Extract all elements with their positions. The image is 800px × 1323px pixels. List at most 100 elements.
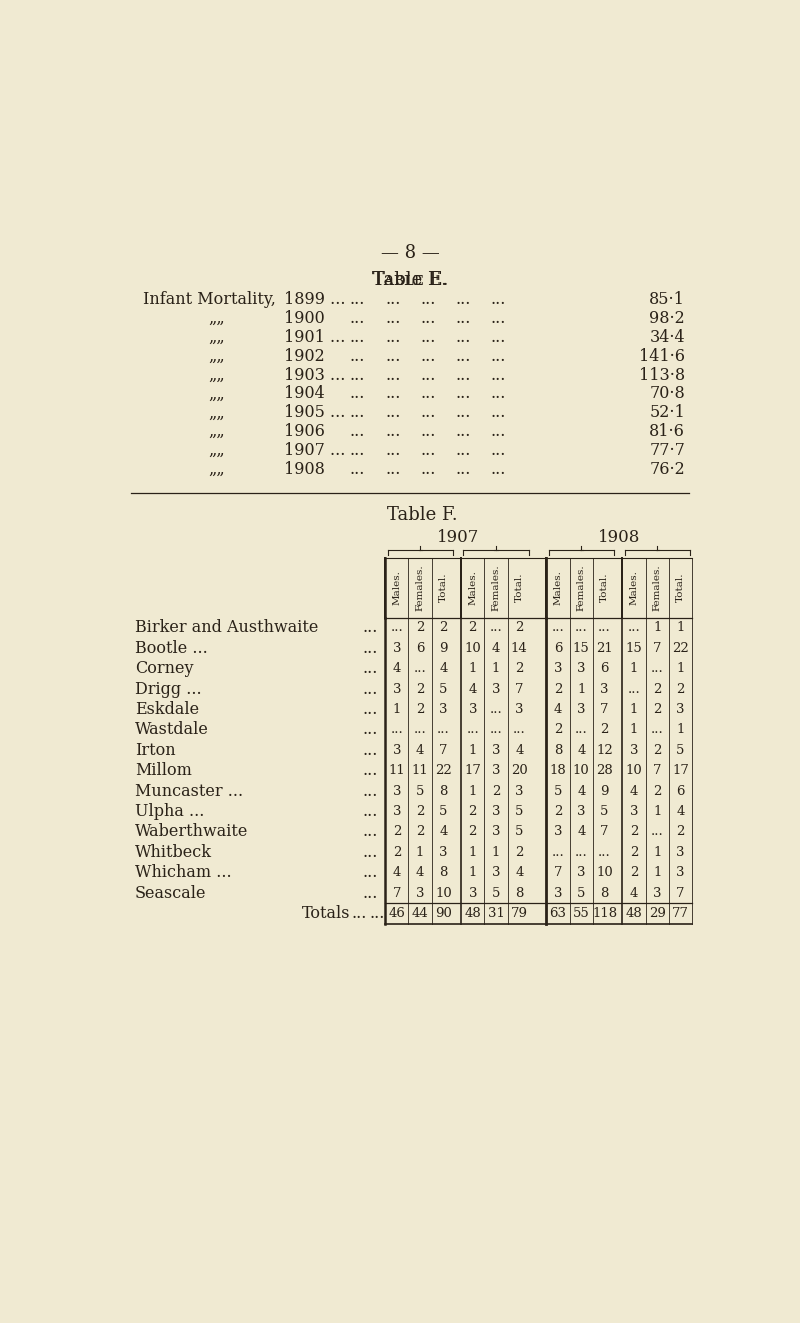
Text: ...: ... [455,442,470,459]
Text: 1: 1 [630,663,638,675]
Text: „„: „„ [208,460,225,478]
Text: 20: 20 [511,765,528,777]
Text: 4: 4 [416,744,424,757]
Text: 6: 6 [416,642,424,655]
Text: 4: 4 [515,867,523,880]
Text: ...: ... [455,405,470,421]
Text: 7: 7 [600,826,609,839]
Text: ...: ... [362,803,378,820]
Text: 3: 3 [416,886,424,900]
Text: 98·2: 98·2 [650,310,685,327]
Text: 8: 8 [515,886,523,900]
Text: 3: 3 [577,663,586,675]
Text: ...: ... [575,845,588,859]
Text: Tᴀʙʟᴇ E.: Tᴀʙʟᴇ E. [372,271,448,290]
Text: Whicham ...: Whicham ... [135,864,231,881]
Text: 8: 8 [600,886,609,900]
Text: ...: ... [350,310,365,327]
Text: 141·6: 141·6 [639,348,685,365]
Text: 15: 15 [626,642,642,655]
Text: ...: ... [490,291,506,308]
Text: ...: ... [421,423,436,441]
Text: 2: 2 [653,683,662,696]
Text: 2: 2 [469,804,477,818]
Text: ...: ... [386,348,401,365]
Text: 8: 8 [439,785,447,798]
Text: 11: 11 [412,765,429,777]
Text: 3: 3 [469,703,477,716]
Text: 7: 7 [439,744,447,757]
Text: ...: ... [455,423,470,441]
Text: ...: ... [362,701,378,718]
Text: „„: „„ [208,423,225,441]
Text: — 8 —: — 8 — [381,243,439,262]
Text: Waberthwaite: Waberthwaite [135,823,248,840]
Text: 22: 22 [435,765,452,777]
Text: 4: 4 [515,744,523,757]
Text: 1: 1 [653,845,662,859]
Text: ...: ... [421,442,436,459]
Text: 15: 15 [573,642,590,655]
Text: 28: 28 [596,765,613,777]
Text: ...: ... [455,385,470,402]
Text: 10: 10 [596,867,613,880]
Text: 44: 44 [412,908,429,919]
Text: ...: ... [490,348,506,365]
Text: ...: ... [490,442,506,459]
Text: ...: ... [362,721,378,738]
Text: 1906: 1906 [285,423,326,441]
Text: Seascale: Seascale [135,885,206,902]
Text: ...: ... [414,724,426,737]
Text: Total.: Total. [676,573,685,602]
Text: 3: 3 [515,785,523,798]
Text: 81·6: 81·6 [650,423,685,441]
Text: Muncaster ...: Muncaster ... [135,783,243,799]
Text: 77: 77 [672,908,689,919]
Text: 1: 1 [492,845,500,859]
Text: ...: ... [455,310,470,327]
Text: 5: 5 [515,826,523,839]
Text: 1: 1 [630,724,638,737]
Text: 4: 4 [676,804,685,818]
Text: 5: 5 [676,744,685,757]
Text: Females.: Females. [415,565,425,611]
Text: ...: ... [350,460,365,478]
Text: 5: 5 [416,785,424,798]
Text: 2: 2 [600,724,609,737]
Text: 3: 3 [439,845,447,859]
Text: „„: „„ [208,366,225,384]
Text: ...: ... [490,385,506,402]
Text: 10: 10 [435,886,452,900]
Text: ...: ... [490,329,506,345]
Text: ...: ... [350,385,365,402]
Text: ...: ... [350,442,365,459]
Text: ...: ... [352,905,367,922]
Text: 3: 3 [554,886,562,900]
Text: ...: ... [598,622,611,635]
Text: 90: 90 [435,908,452,919]
Text: ...: ... [421,405,436,421]
Text: 2: 2 [515,663,523,675]
Text: 2: 2 [393,826,401,839]
Text: Total.: Total. [439,573,448,602]
Text: 3: 3 [492,683,500,696]
Text: 3: 3 [393,642,401,655]
Text: ...: ... [421,291,436,308]
Text: ...: ... [350,329,365,345]
Text: 1902: 1902 [285,348,326,365]
Text: 113·8: 113·8 [639,366,685,384]
Text: 22: 22 [672,642,689,655]
Text: 3: 3 [630,744,638,757]
Text: ...: ... [386,366,401,384]
Text: 3: 3 [600,683,609,696]
Text: 3: 3 [676,703,685,716]
Text: Wastdale: Wastdale [135,721,209,738]
Text: ...: ... [628,683,640,696]
Text: ...: ... [421,460,436,478]
Text: ...: ... [370,905,385,922]
Text: Total.: Total. [514,573,524,602]
Text: 2: 2 [439,622,447,635]
Text: 8: 8 [554,744,562,757]
Text: 85·1: 85·1 [650,291,685,308]
Text: ...: ... [350,291,365,308]
